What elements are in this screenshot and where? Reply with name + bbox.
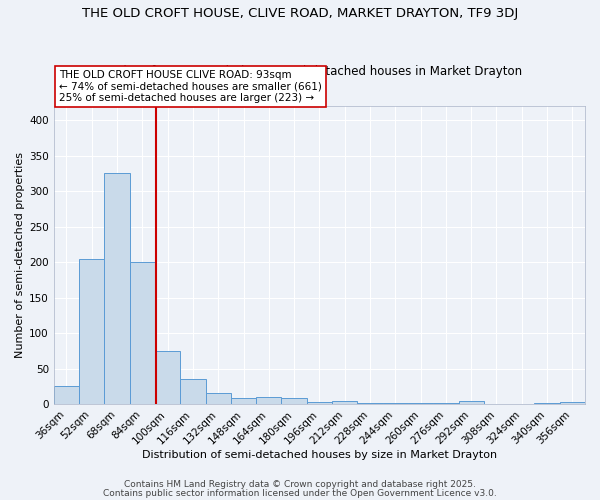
Y-axis label: Number of semi-detached properties: Number of semi-detached properties [15, 152, 25, 358]
Bar [560, 402, 585, 404]
Bar [79, 258, 104, 404]
Text: THE OLD CROFT HOUSE, CLIVE ROAD, MARKET DRAYTON, TF9 3DJ: THE OLD CROFT HOUSE, CLIVE ROAD, MARKET … [82, 8, 518, 20]
Bar [155, 351, 180, 404]
X-axis label: Distribution of semi-detached houses by size in Market Drayton: Distribution of semi-detached houses by … [142, 450, 497, 460]
Bar [307, 402, 332, 404]
Bar [54, 386, 79, 404]
Bar [130, 262, 155, 404]
Text: Contains HM Land Registry data © Crown copyright and database right 2025.: Contains HM Land Registry data © Crown c… [124, 480, 476, 489]
Bar [206, 394, 231, 404]
Text: THE OLD CROFT HOUSE CLIVE ROAD: 93sqm
← 74% of semi-detached houses are smaller : THE OLD CROFT HOUSE CLIVE ROAD: 93sqm ← … [59, 70, 322, 103]
Bar [256, 397, 281, 404]
Bar [458, 402, 484, 404]
Bar [358, 402, 383, 404]
Bar [231, 398, 256, 404]
Bar [281, 398, 307, 404]
Bar [104, 174, 130, 404]
Title: Size of property relative to semi-detached houses in Market Drayton: Size of property relative to semi-detach… [116, 66, 523, 78]
Bar [180, 380, 206, 404]
Bar [332, 402, 358, 404]
Bar [383, 402, 408, 404]
Text: Contains public sector information licensed under the Open Government Licence v3: Contains public sector information licen… [103, 489, 497, 498]
